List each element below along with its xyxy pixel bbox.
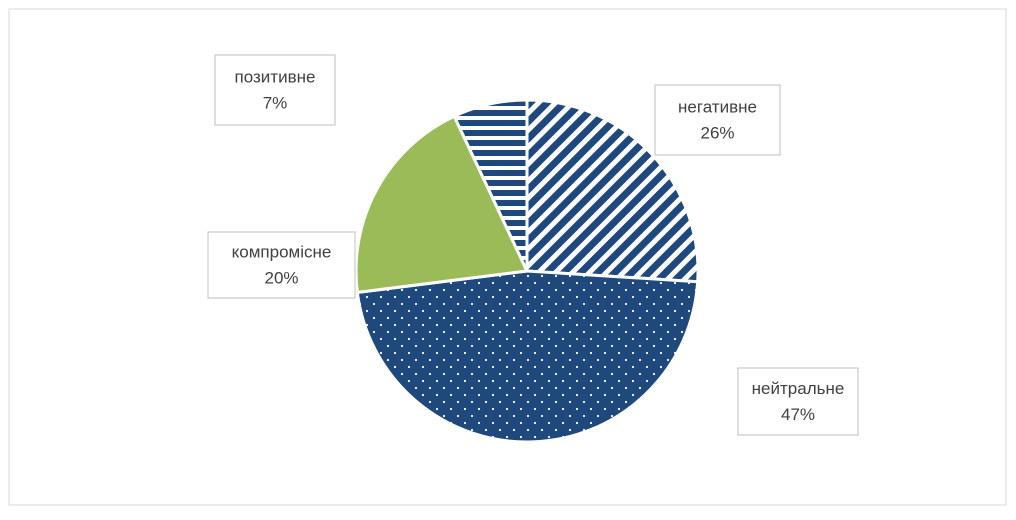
- pie-slice: [354, 114, 530, 295]
- data-label-box: [214, 54, 336, 126]
- data-label-value: 26%: [700, 123, 734, 142]
- pie-slice: [452, 98, 529, 272]
- pie-slice: [355, 269, 700, 444]
- data-label-name: позитивне: [235, 67, 316, 86]
- data-label-value: 20%: [264, 268, 298, 287]
- data-label-value: 47%: [781, 405, 815, 424]
- data-label-box: [654, 84, 781, 156]
- pie-slice: [525, 98, 700, 284]
- data-label-value: 7%: [263, 93, 288, 112]
- data-label-box: [207, 231, 356, 299]
- data-label-name: компромісне: [232, 242, 332, 261]
- data-label-box: [737, 367, 859, 436]
- data-label-name: негативне: [678, 97, 757, 116]
- data-label-name: нейтральне: [752, 379, 845, 398]
